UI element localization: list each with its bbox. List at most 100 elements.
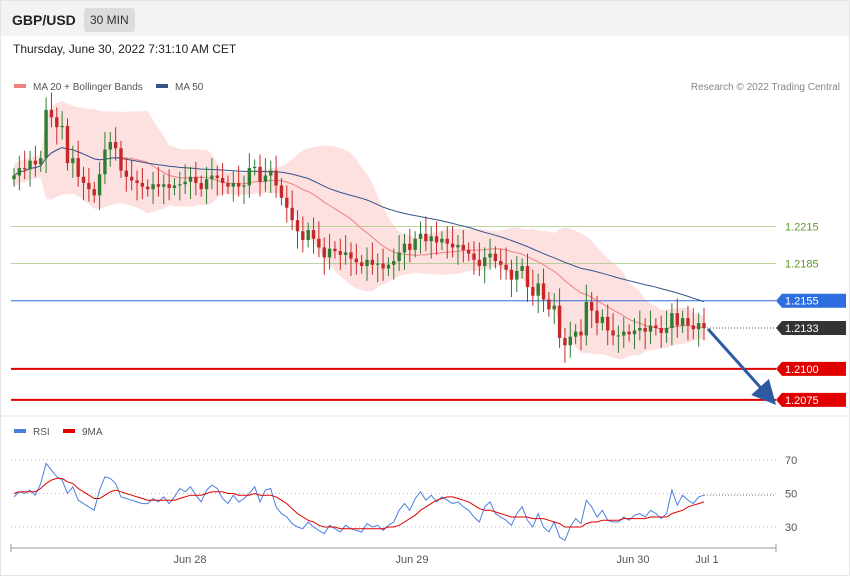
candle-bear [627,331,631,335]
candle-bear [557,305,562,338]
current-price-tag-label: 1.2133 [785,323,819,335]
candle-bull [397,252,401,262]
candle-bull [402,243,407,253]
ma9-legend-label: 9MA [82,427,103,438]
candle-bear [445,238,449,244]
symbol-label: GBP/USD [12,12,76,28]
rsi-tick-label: 30 [785,522,797,534]
candle-bear [370,259,375,265]
candle-bear [563,337,567,346]
candle-bear [226,182,230,187]
candle-bear [499,261,503,265]
candle-bear [702,323,706,328]
candle-bull [456,244,460,248]
level-blue-tag [776,293,846,308]
ma20-legend-label: MA 20 + Bollinger Bands [33,82,143,93]
candle-bear [381,263,385,269]
candle-bull [365,259,369,267]
candle-bull [39,158,43,165]
candle-bull [696,323,701,330]
candle-bear [140,182,145,187]
x-tick-label: Jun 28 [173,554,206,566]
candle-bull [28,160,32,170]
candle-bull [108,142,112,150]
candle-bear [311,230,316,239]
candle-bear [509,269,514,280]
level-label: 1.2185 [785,259,819,271]
candle-bull [162,184,166,187]
candle-bull [568,336,572,346]
rsi-legend-swatch [14,429,26,433]
candle-bear [279,185,284,198]
candle-bear [359,262,364,267]
candle-bear [285,197,289,208]
candle-bull [60,125,64,128]
candle-bull [172,185,177,188]
candle-bear [65,125,70,164]
candle-bull [44,109,48,159]
candle-bull [622,331,626,336]
level-red-tag [776,361,846,376]
candle-bull [210,175,214,180]
candle-bear [349,252,353,259]
candle-bull [680,318,685,326]
moving-averages [13,147,705,330]
rsi-tick-label: 70 [785,455,797,467]
candle-bull [632,330,637,335]
candle-bear [477,259,482,267]
candle-bear [92,189,96,196]
candle-bear [333,248,337,252]
candle-bear [541,283,546,300]
candle-bear [654,325,658,328]
candle-bear [354,258,359,263]
candle-bear [113,142,118,149]
candle-bear [606,316,610,331]
candle-bear [124,170,129,177]
ma9-legend-swatch [63,429,75,433]
candle-bear [461,244,466,250]
candle-bear [317,238,321,248]
candle-bull [269,170,273,176]
level-red-tag [776,392,846,407]
candle-bear [290,207,294,221]
candle-bull [573,331,578,337]
ma20-legend-swatch [14,84,26,88]
candle-bear [33,160,38,165]
candle-bear [215,175,219,179]
x-tick-label: Jun 30 [616,554,649,566]
candle-bull [103,149,107,175]
ma50-line [13,147,705,303]
forecast-arrow [706,327,777,405]
candle-bull [188,176,193,182]
bollinger-band-area [14,100,704,360]
candle-bull [263,175,268,182]
candle-bear [643,327,647,332]
current-price-tag [776,320,846,335]
price-tags: 1.2215 1.2185 1.2155 1.2100 1.2075 1.2133 [704,221,846,407]
candle-bear [450,243,455,248]
rsi-panel: 70 50 30 [11,455,797,542]
x-tick-label: Jul 1 [695,554,718,566]
candle-bear [408,243,412,250]
timeframe-button[interactable]: 30 MIN [84,8,135,32]
candle-bear [135,180,139,183]
candle-bull [670,313,674,328]
candle-bear [547,299,551,310]
candle-bear [167,184,171,188]
candle-bear [466,249,471,254]
ma20-line [13,147,705,330]
candle-bull [178,184,182,186]
candle-bear [531,287,535,296]
candle-bear [146,186,150,190]
candle-bear [236,182,241,187]
credit-text: Research © 2022 Trading Central [691,82,840,93]
candle-bull [17,168,22,176]
candle-bull [482,257,487,267]
candle-bear [295,220,300,232]
candle-bull [231,182,236,187]
rsi-legend-label: RSI [33,427,50,438]
candle-bull [664,327,669,333]
candle-bear [686,318,690,326]
candle-bull [536,283,540,296]
rsi-line [13,462,705,542]
